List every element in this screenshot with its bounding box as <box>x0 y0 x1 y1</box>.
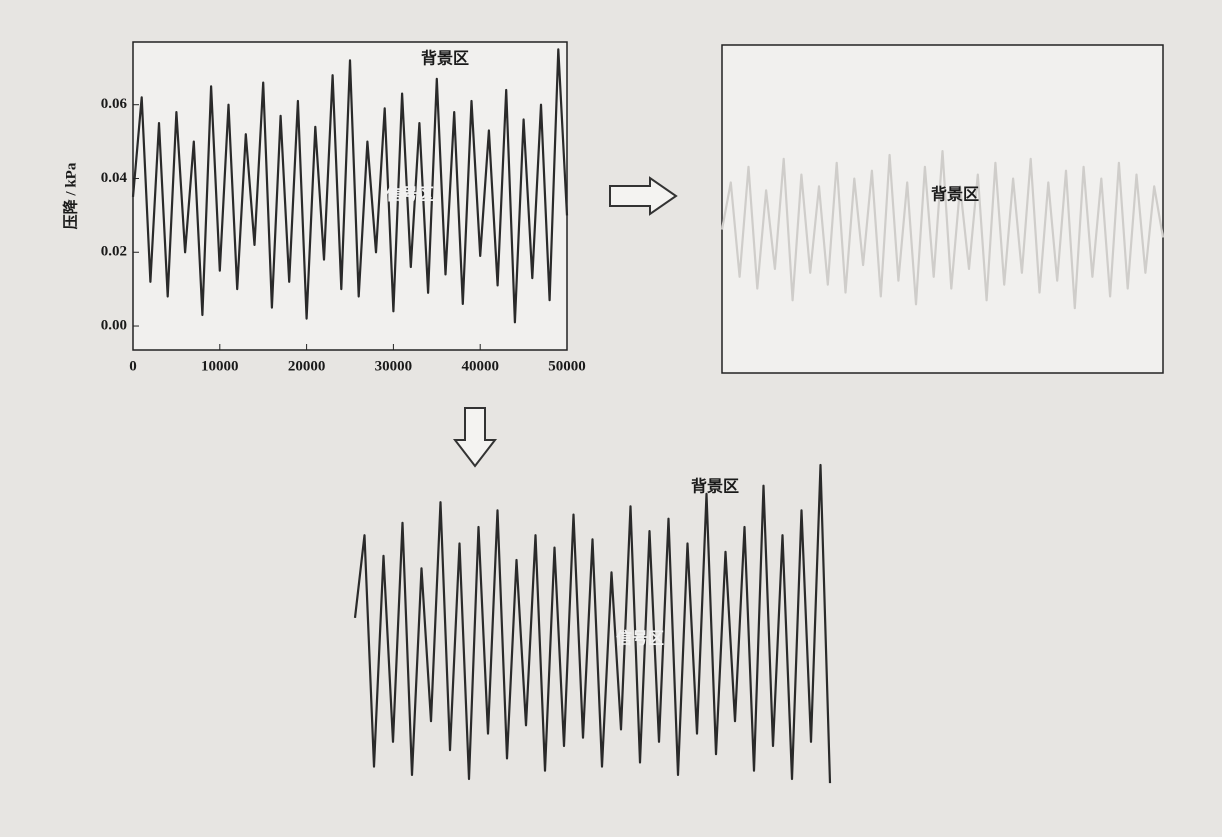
y-tick-label: 0.04 <box>101 170 128 186</box>
right-arrow <box>609 176 678 216</box>
plot-frame <box>721 44 1164 374</box>
x-tick-label: 20000 <box>288 358 326 374</box>
annotation: 背景区 <box>421 49 469 68</box>
annotation: 背景区 <box>691 477 739 496</box>
annotation: 背景区 <box>931 185 979 204</box>
x-tick-label: 40000 <box>461 358 499 374</box>
plot-frame <box>132 41 568 351</box>
down-arrow <box>452 407 498 468</box>
x-tick-label: 0 <box>129 358 137 374</box>
signal-line <box>131 48 569 324</box>
signal-line <box>353 463 832 784</box>
y-tick-label: 0.06 <box>101 96 128 112</box>
annotation: 信号区 <box>386 185 434 204</box>
y-tick-label: 0.02 <box>101 244 127 260</box>
y-tick-label: 0.00 <box>101 317 127 333</box>
x-tick-label: 50000 <box>548 358 586 374</box>
x-tick-label: 10000 <box>201 358 239 374</box>
annotation: 信号区 <box>616 629 664 648</box>
y-axis-label: 压降 / kPa <box>61 162 79 229</box>
signal-line <box>720 150 1165 310</box>
x-tick-label: 30000 <box>375 358 413 374</box>
